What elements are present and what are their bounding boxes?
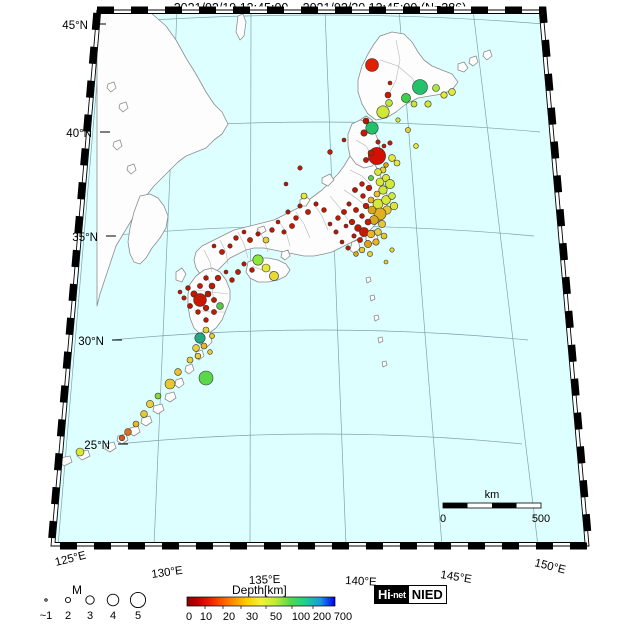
depth-tick-label: 0 <box>186 611 192 623</box>
magnitude-tick-label: 2 <box>65 610 71 622</box>
latitude-axis-labels: 45°N 40°N 35°N 30°N 25°N <box>62 20 110 452</box>
hinet-brand-suffix: -net <box>390 589 406 600</box>
lon-label: 130°E <box>151 565 184 581</box>
map-frame <box>47 6 593 550</box>
magnitude-tick-label: 4 <box>110 610 116 622</box>
hinet-brand: Hi -net <box>375 586 408 603</box>
lon-label: 150°E <box>533 557 567 576</box>
lat-label: 40°N <box>66 128 92 140</box>
earthquake-epicenter-markers[interactable] <box>75 58 456 457</box>
longitude-axis-labels: 125°E 130°E 135°E 140°E 145°E 150°E <box>54 550 567 589</box>
magnitude-tick-label: 5 <box>135 610 141 622</box>
depth-tick-label: 700 <box>334 611 352 623</box>
depth-tick-label: 50 <box>270 611 282 623</box>
depth-tick-label: 20 <box>223 611 235 623</box>
lon-label: 135°E <box>249 574 281 587</box>
lat-label: 25°N <box>84 440 110 452</box>
scale-bar-unit: km <box>485 489 500 501</box>
magnitude-tick-label: 3 <box>87 610 93 622</box>
hinet-brand-primary: Hi <box>378 587 391 602</box>
magnitude-legend: ~1 2 3 4 5 <box>40 591 147 622</box>
scale-bar-start: 0 <box>440 513 446 525</box>
hinet-nied-logo[interactable]: Hi -net NIED <box>374 585 447 604</box>
depth-legend-title: Depth[km] <box>232 583 287 597</box>
depth-colorbar-gradient <box>186 596 336 607</box>
depth-tick-label: 100 <box>292 611 310 623</box>
depth-tick-label: 200 <box>313 611 331 623</box>
frame-tick-marks <box>96 23 128 445</box>
lat-label: 45°N <box>62 20 88 32</box>
depth-tick-label: 10 <box>200 611 212 623</box>
lat-label: 35°N <box>72 232 98 244</box>
magnitude-legend-title: M <box>72 583 82 597</box>
lon-label: 145°E <box>440 569 473 586</box>
magnitude-tick-label: ~1 <box>40 610 53 622</box>
lat-label: 30°N <box>78 336 104 348</box>
scale-bar: km 0 500 <box>440 489 550 525</box>
depth-colorbar: 0 10 20 30 50 100 200 700 <box>186 596 352 623</box>
nied-brand: NIED <box>407 586 446 603</box>
depth-tick-label: 30 <box>246 611 258 623</box>
scale-bar-end: 500 <box>532 513 550 525</box>
lon-label: 140°E <box>345 575 377 589</box>
lon-label: 125°E <box>54 550 88 569</box>
